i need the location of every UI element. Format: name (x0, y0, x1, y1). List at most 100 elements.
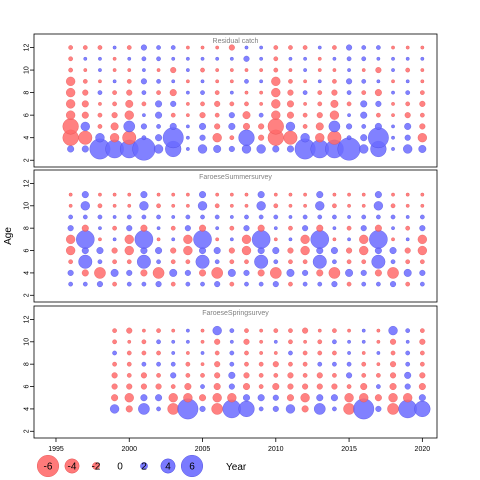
bubble (420, 328, 425, 333)
bubble (302, 361, 308, 367)
bubble (82, 79, 88, 84)
bubble (140, 78, 147, 85)
bubble (200, 79, 205, 84)
bubble (361, 124, 367, 129)
bubble (283, 130, 298, 145)
bubble (273, 328, 279, 333)
bubble (110, 122, 119, 131)
bubble (97, 259, 103, 265)
bubble (287, 383, 294, 390)
bubble (288, 237, 293, 242)
bubble (110, 404, 120, 414)
bubble (332, 406, 337, 412)
x-tick-label: 1995 (48, 446, 64, 453)
bubble (124, 110, 134, 120)
bubble (167, 403, 179, 415)
bubble (420, 112, 425, 118)
bubble (420, 45, 425, 50)
bubble (273, 373, 279, 378)
bubble (390, 281, 397, 288)
x-axis: 1995 2000 2005 2010 2015 2020 (48, 438, 430, 453)
bubble (126, 373, 132, 378)
bubble (288, 56, 293, 61)
bubble (346, 101, 352, 107)
bubble (419, 338, 426, 345)
bubble (98, 102, 102, 106)
bubble (404, 383, 411, 390)
bubble (419, 225, 426, 232)
bubble (288, 203, 293, 208)
bubble (97, 214, 103, 220)
bubble (388, 393, 398, 403)
bubble (332, 350, 337, 356)
bubble (312, 254, 327, 269)
bubble (317, 56, 322, 61)
bubble (98, 56, 102, 61)
bubble (170, 361, 176, 367)
bubble (346, 281, 352, 287)
bubble (68, 214, 73, 220)
bubble (126, 327, 133, 334)
bubble (244, 203, 249, 208)
bubble (78, 130, 93, 145)
bubble (137, 254, 151, 269)
bubble (111, 372, 118, 379)
bubble (98, 237, 102, 242)
bubble (140, 191, 148, 199)
bubble (332, 56, 337, 61)
bubble (215, 45, 220, 50)
bubble (418, 145, 427, 153)
bubble (376, 328, 381, 333)
bubble (171, 203, 176, 208)
bubble (330, 247, 338, 254)
bubble (258, 384, 264, 389)
bubble (405, 281, 410, 287)
bubble (287, 111, 294, 119)
bubble (258, 123, 265, 130)
bubble (215, 79, 220, 84)
bubble (140, 372, 147, 379)
bubble (229, 350, 235, 356)
bubble (97, 45, 103, 50)
bubble (214, 372, 221, 379)
bubble (170, 259, 176, 265)
bubble (112, 45, 117, 50)
bubble (68, 192, 73, 197)
bubble (127, 203, 132, 208)
bubble (405, 225, 410, 231)
bubble (376, 56, 381, 61)
bubble (244, 101, 249, 107)
bubble (97, 112, 103, 118)
bubble (229, 225, 235, 231)
bubble (156, 56, 161, 62)
bubble (213, 383, 221, 390)
bubble (361, 373, 367, 378)
bubble (112, 281, 117, 287)
bubble (214, 361, 221, 368)
bubble (346, 78, 353, 85)
bubble (125, 405, 133, 413)
bubble (155, 134, 163, 142)
bubble (155, 394, 163, 402)
bubble (391, 56, 395, 61)
bubble (404, 247, 411, 254)
bubble (361, 259, 367, 265)
bubble (419, 372, 426, 379)
bubble (391, 45, 395, 50)
bubble (199, 191, 206, 199)
bubble (122, 130, 137, 145)
bubble (257, 394, 265, 402)
bubble (171, 215, 176, 219)
x-tick-label: 2010 (268, 446, 284, 453)
bubble (405, 328, 410, 333)
bubble (417, 234, 427, 244)
bubble (168, 393, 178, 403)
bubble (272, 405, 279, 412)
bubble (361, 351, 366, 355)
y-tick-label: 8 (24, 226, 31, 230)
bubble (186, 45, 190, 50)
bubble (419, 269, 426, 276)
bubble (403, 393, 413, 403)
bubble (273, 203, 279, 209)
bubble (288, 192, 293, 197)
